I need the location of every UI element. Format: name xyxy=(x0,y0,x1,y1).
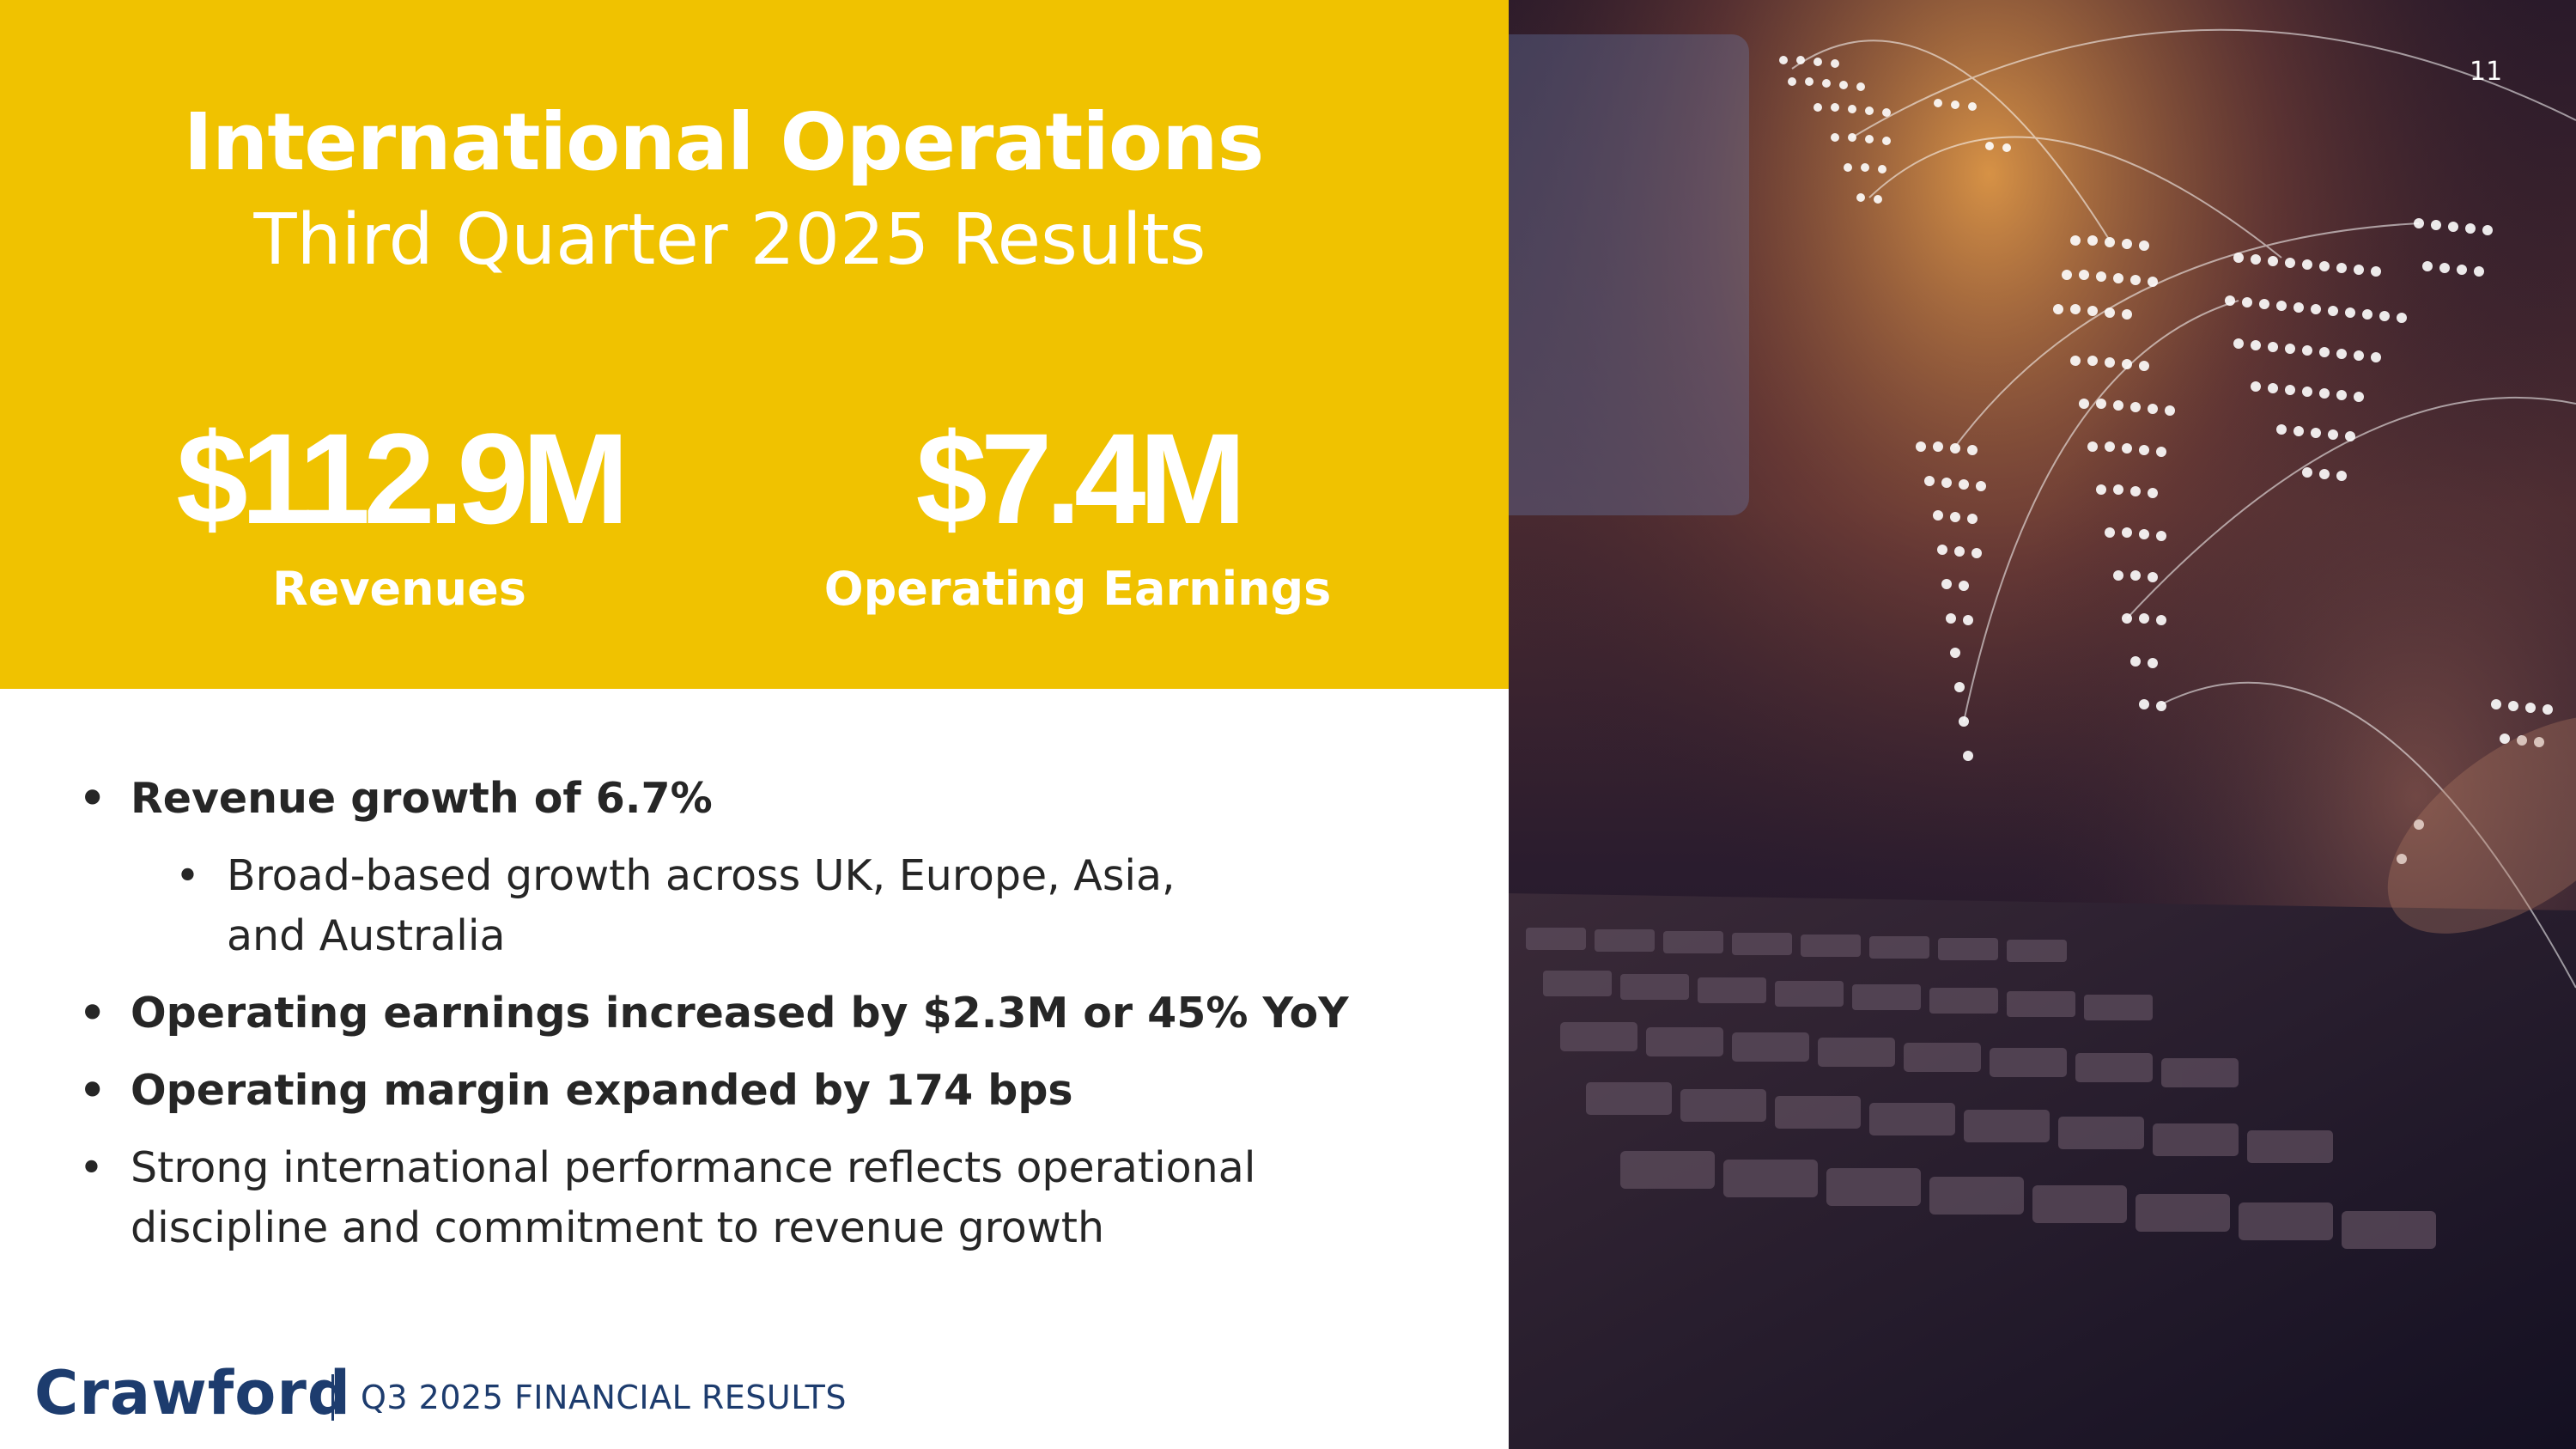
header-panel: International Operations Third Quarter 2… xyxy=(0,0,1509,689)
bullet-item: Revenue growth of 6.7% xyxy=(76,769,1458,829)
bullet-item: Operating margin expanded by 174 bps xyxy=(76,1061,1458,1121)
sub-bullet-item: Broad-based growth across UK, Europe, As… xyxy=(172,846,1240,966)
laptop-world-map-photo xyxy=(1509,0,2576,1449)
metric-label: Operating Earnings xyxy=(823,562,1332,616)
metric-value: $112.9M xyxy=(176,406,629,551)
footer-divider xyxy=(331,1374,334,1421)
metric-value: $7.4M xyxy=(915,406,1247,551)
metric-revenues: $112.9M Revenues xyxy=(176,406,629,616)
slide-subtitle: Third Quarter 2025 Results xyxy=(253,199,1206,281)
bullet-list: Revenue growth of 6.7% Broad-based growt… xyxy=(76,769,1458,1275)
metric-operating-earnings: $7.4M Operating Earnings xyxy=(820,414,1335,616)
bullet-item: Strong international performance reflect… xyxy=(76,1138,1458,1258)
crawford-logo: Crawford xyxy=(34,1358,351,1428)
page-number: 11 xyxy=(2470,57,2503,87)
photo-illustration-icon xyxy=(1509,0,2576,1449)
metric-label: Revenues xyxy=(272,562,526,616)
bullet-item: Operating earnings increased by $2.3M or… xyxy=(76,983,1458,1044)
footer-text: Q3 2025 FINANCIAL RESULTS xyxy=(361,1379,847,1416)
slide-title: International Operations xyxy=(183,96,1265,188)
